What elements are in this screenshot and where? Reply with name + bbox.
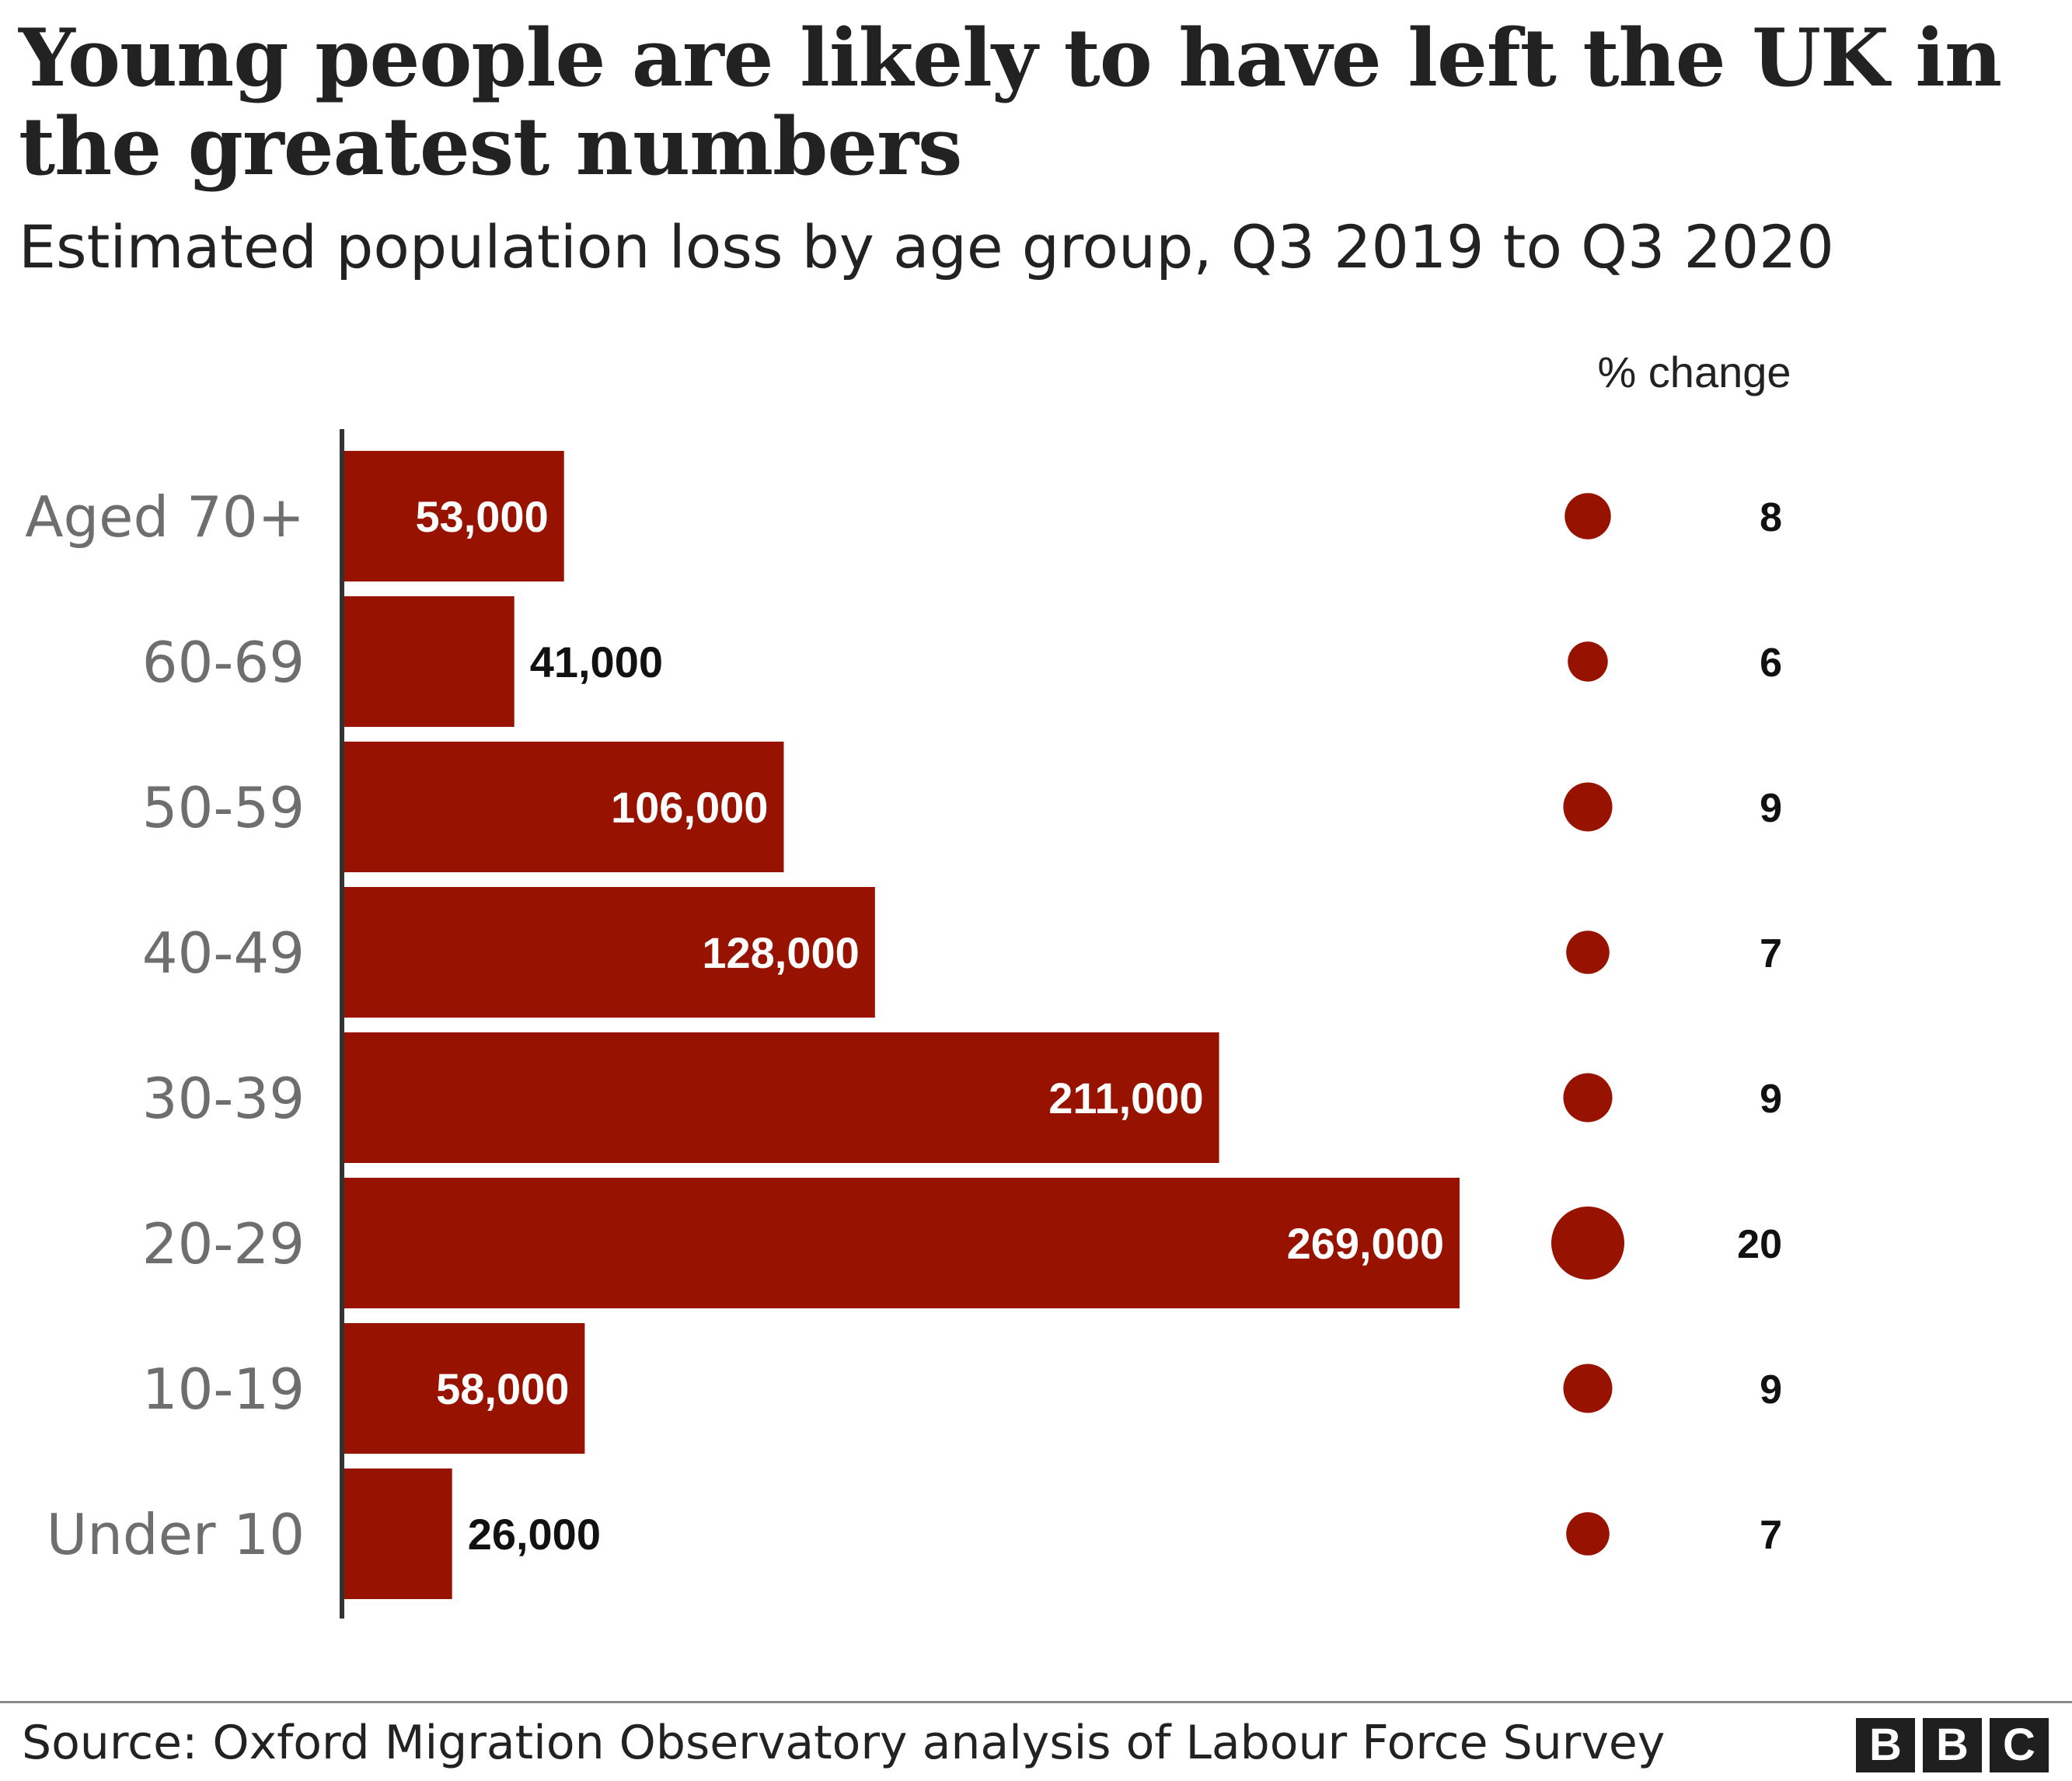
- value-label: 58,000: [436, 1364, 569, 1413]
- bars-layer: [344, 451, 1460, 1599]
- pct-change-dot: [1551, 1207, 1624, 1280]
- value-label: 41,000: [530, 637, 663, 686]
- chart-title: Young people are likely to have left the…: [19, 12, 2002, 194]
- bar: [344, 1178, 1460, 1308]
- pct-change-layer: % change 8 6 9 7 9 20 9 7: [1551, 347, 1791, 1558]
- category-label: 60-69: [142, 630, 305, 695]
- pct-change-dot: [1566, 931, 1610, 974]
- bar: [344, 451, 564, 581]
- category-label: Under 10: [47, 1502, 305, 1567]
- bar: [344, 596, 515, 727]
- pct-change-label: 7: [1760, 1513, 1782, 1558]
- bar: [344, 742, 784, 872]
- value-label: 211,000: [1048, 1074, 1203, 1123]
- category-label: 50-59: [142, 775, 305, 840]
- bbc-logo: B B C: [1856, 1718, 2049, 1772]
- footer-divider: [0, 1701, 2072, 1703]
- category-label: 40-49: [142, 920, 305, 986]
- category-label: 10-19: [142, 1357, 305, 1422]
- value-label: 53,000: [415, 492, 548, 541]
- category-label: 20-29: [142, 1211, 305, 1276]
- bar: [344, 887, 875, 1018]
- pct-change-dot: [1568, 641, 1608, 682]
- bar: [344, 1468, 452, 1599]
- value-label: 128,000: [702, 928, 859, 977]
- value-label: 106,000: [611, 783, 768, 832]
- pct-change-dot: [1566, 1512, 1610, 1556]
- category-label: Aged 70+: [25, 484, 305, 550]
- source-note: Source: Oxford Migration Observatory ana…: [22, 1716, 1666, 1770]
- pct-change-label: 9: [1760, 786, 1782, 831]
- pct-change-label: 9: [1760, 1367, 1782, 1413]
- logo-letter: B: [1856, 1718, 1915, 1772]
- pct-change-label: 7: [1760, 931, 1782, 976]
- value-label: 26,000: [468, 1510, 601, 1559]
- bar: [344, 1032, 1219, 1163]
- chart-subtitle: Estimated population loss by age group, …: [19, 212, 1834, 281]
- pct-change-label: 20: [1737, 1222, 1782, 1267]
- pct-change-label: 6: [1760, 641, 1782, 686]
- category-label: 30-39: [142, 1066, 305, 1131]
- pct-change-dot: [1563, 782, 1613, 832]
- value-label: 269,000: [1287, 1219, 1444, 1268]
- pct-change-dot: [1563, 1364, 1613, 1413]
- logo-letter: C: [1990, 1718, 2049, 1772]
- pct-change-label: 8: [1760, 495, 1782, 540]
- logo-letter: B: [1923, 1718, 1982, 1772]
- pct-change-dot: [1563, 1073, 1613, 1123]
- pct-change-label: 9: [1760, 1077, 1782, 1122]
- pct-change-heading: % change: [1597, 347, 1791, 396]
- pct-change-dot: [1564, 493, 1611, 540]
- bar: [344, 1323, 585, 1454]
- labels-layer: Aged 70+ 53,000 60-69 41,000 50-59 106,000 40-…: [25, 484, 1444, 1567]
